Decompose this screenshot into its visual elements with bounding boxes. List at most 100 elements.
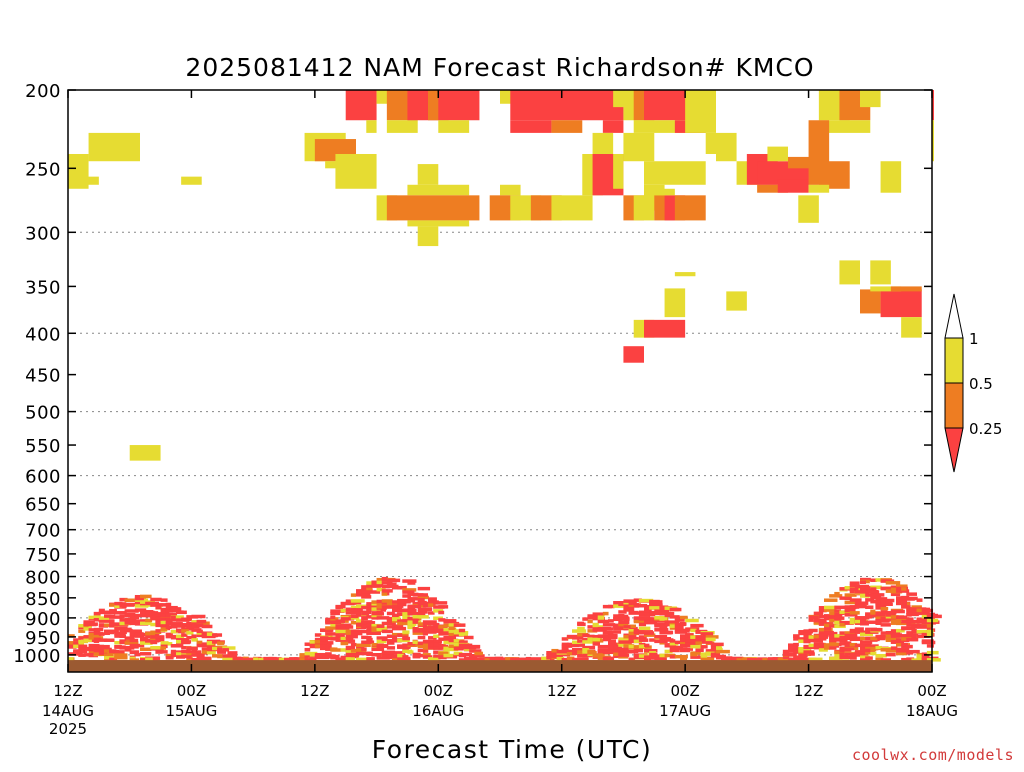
ri-streak	[608, 619, 614, 623]
ri-streak	[875, 653, 887, 658]
ri-streak	[356, 657, 370, 662]
ri-streak	[613, 645, 619, 649]
ri-streak	[134, 632, 144, 636]
ri-streak	[860, 577, 871, 582]
ri-streak	[901, 587, 907, 591]
ri-streak	[628, 649, 635, 654]
ri-streak	[582, 617, 589, 621]
ri-streak	[366, 623, 374, 627]
ri-cell	[860, 289, 881, 314]
ri-streak	[381, 637, 388, 642]
ri-streak	[844, 613, 858, 617]
ri-streak	[906, 657, 915, 661]
ri-streak	[921, 640, 936, 645]
ri-streak	[376, 610, 383, 615]
ri-streak	[618, 651, 627, 656]
ri-streak	[824, 631, 838, 636]
ri-streak	[716, 646, 723, 650]
ri-streak	[916, 654, 925, 658]
ri-streak	[885, 581, 901, 585]
ri-streak	[83, 635, 92, 639]
ri-streak	[839, 655, 852, 660]
ri-streak	[376, 587, 386, 592]
ri-streak	[165, 602, 172, 607]
ri-streak	[916, 656, 924, 660]
ri-streak	[875, 645, 882, 650]
ri-streak	[335, 619, 346, 623]
ri-streak	[541, 656, 550, 661]
ri-streak	[345, 599, 351, 603]
ri-streak	[608, 639, 616, 643]
ri-streak	[700, 635, 710, 640]
ri-streak	[222, 646, 236, 650]
ri-streak	[834, 591, 840, 596]
ri-streak	[618, 614, 625, 618]
ri-streak	[222, 648, 229, 652]
ri-streak	[669, 655, 677, 659]
ri-streak	[453, 642, 462, 646]
ri-streak	[633, 604, 640, 608]
ri-streak	[170, 649, 176, 654]
ri-cell	[788, 156, 819, 169]
ri-streak	[140, 639, 148, 643]
ri-streak	[875, 634, 886, 639]
ri-streak	[397, 602, 407, 607]
ri-streak	[602, 623, 616, 627]
ri-streak	[844, 593, 857, 597]
ri-streak	[402, 630, 410, 634]
ri-streak	[901, 595, 910, 600]
ri-streak	[865, 644, 879, 648]
ri-streak	[633, 598, 642, 602]
ri-streak	[134, 596, 144, 601]
ri-streak	[674, 645, 683, 650]
ri-streak	[618, 620, 630, 624]
ri-streak	[608, 635, 618, 640]
ri-streak	[397, 586, 406, 590]
ri-streak	[659, 617, 668, 621]
y-tick-label: 350	[25, 277, 61, 298]
ri-streak	[68, 645, 77, 649]
ri-streak	[165, 618, 181, 622]
ri-streak	[644, 649, 658, 653]
ri-streak	[865, 636, 871, 641]
ri-streak	[654, 624, 661, 628]
ri-streak	[386, 634, 397, 639]
ri-streak	[176, 639, 183, 644]
ri-streak	[78, 653, 86, 657]
ri-streak	[134, 634, 145, 638]
ri-streak	[356, 619, 364, 623]
ri-streak	[808, 615, 819, 620]
ri-streak	[402, 655, 409, 659]
ri-streak	[834, 609, 841, 613]
ri-streak	[181, 640, 192, 644]
ri-streak	[114, 640, 122, 645]
ri-streak	[428, 603, 436, 607]
ri-cell	[510, 120, 552, 133]
y-tick-label: 700	[25, 521, 61, 542]
ri-streak	[248, 657, 254, 662]
ri-streak	[674, 616, 684, 620]
ri-streak	[618, 640, 632, 644]
ri-streak	[854, 627, 864, 631]
y-tick-label: 600	[25, 467, 61, 488]
ri-streak	[849, 583, 858, 588]
ri-streak	[870, 627, 883, 632]
ri-streak	[890, 587, 900, 592]
ri-streak	[150, 612, 163, 616]
ri-streak	[705, 637, 716, 642]
ri-streak	[649, 612, 656, 617]
ri-streak	[901, 605, 911, 609]
ri-streak	[314, 654, 323, 658]
ri-streak	[422, 629, 434, 633]
ri-streak	[134, 604, 149, 608]
x-tick-date: 15AUG	[165, 702, 217, 720]
ri-streak	[433, 657, 439, 662]
ri-streak	[397, 624, 404, 628]
ri-streak	[906, 610, 913, 615]
ri-streak	[880, 579, 890, 583]
ri-streak	[633, 648, 644, 653]
ri-streak	[618, 622, 629, 627]
ri-streak	[155, 623, 170, 628]
ri-streak	[901, 619, 912, 624]
ri-streak	[839, 648, 852, 653]
